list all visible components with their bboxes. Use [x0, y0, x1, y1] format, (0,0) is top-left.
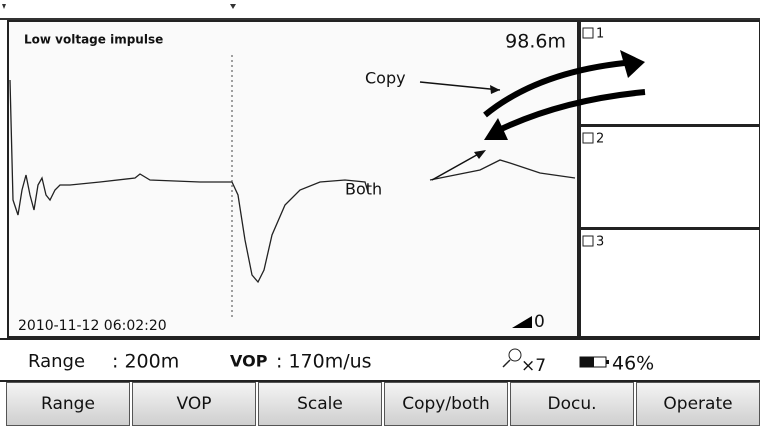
arrow-head [490, 85, 500, 94]
annotation: Copy [365, 69, 406, 88]
status-label: VOP [230, 352, 268, 371]
swap-arrow [493, 89, 646, 135]
timestamp: 2010-11-12 06:02:20 [18, 318, 167, 334]
zoom: ×7 [521, 356, 546, 376]
status-value: : 200m [112, 351, 179, 373]
soft-key[interactable]: VOP [132, 382, 256, 426]
slot-label: 1 [596, 27, 604, 42]
arrow-head [474, 150, 486, 159]
zoom-icon [502, 359, 511, 368]
copy-waveform [429, 159, 576, 181]
distance: 98.6m [505, 31, 566, 53]
soft-key[interactable]: Scale [258, 382, 382, 426]
slot-panel [579, 125, 760, 229]
slot-label: 2 [596, 132, 604, 147]
slot-panel [579, 228, 760, 338]
slot-panel [579, 20, 760, 126]
trace-area [7, 20, 579, 338]
battery: 46% [612, 353, 654, 375]
cursor-icon [512, 316, 532, 328]
cursor-value: 0 [534, 312, 545, 332]
swap-arrow [483, 59, 636, 118]
waveform [9, 79, 369, 284]
soft-key[interactable]: Range [6, 382, 130, 426]
checkbox [582, 235, 594, 247]
soft-key[interactable]: Docu. [510, 382, 634, 426]
status-value: : 170m/us [276, 351, 372, 373]
soft-key[interactable]: Copy/both [384, 382, 508, 426]
zoom-icon [508, 348, 522, 362]
top-strip [0, 0, 760, 20]
soft-key[interactable]: Operate [636, 382, 760, 426]
battery-level [580, 357, 594, 367]
pointer-arrow [431, 151, 483, 181]
arrow-head [484, 118, 508, 140]
annotation: Both [345, 180, 382, 199]
trace-title: Low voltage impulse [24, 33, 163, 47]
battery-icon [606, 360, 609, 364]
pointer-arrow [419, 81, 501, 91]
status-label: Range [28, 351, 85, 372]
arrow-head [620, 50, 645, 78]
checkbox [582, 132, 594, 144]
checkbox [582, 27, 594, 39]
slot-label: 3 [596, 235, 604, 250]
